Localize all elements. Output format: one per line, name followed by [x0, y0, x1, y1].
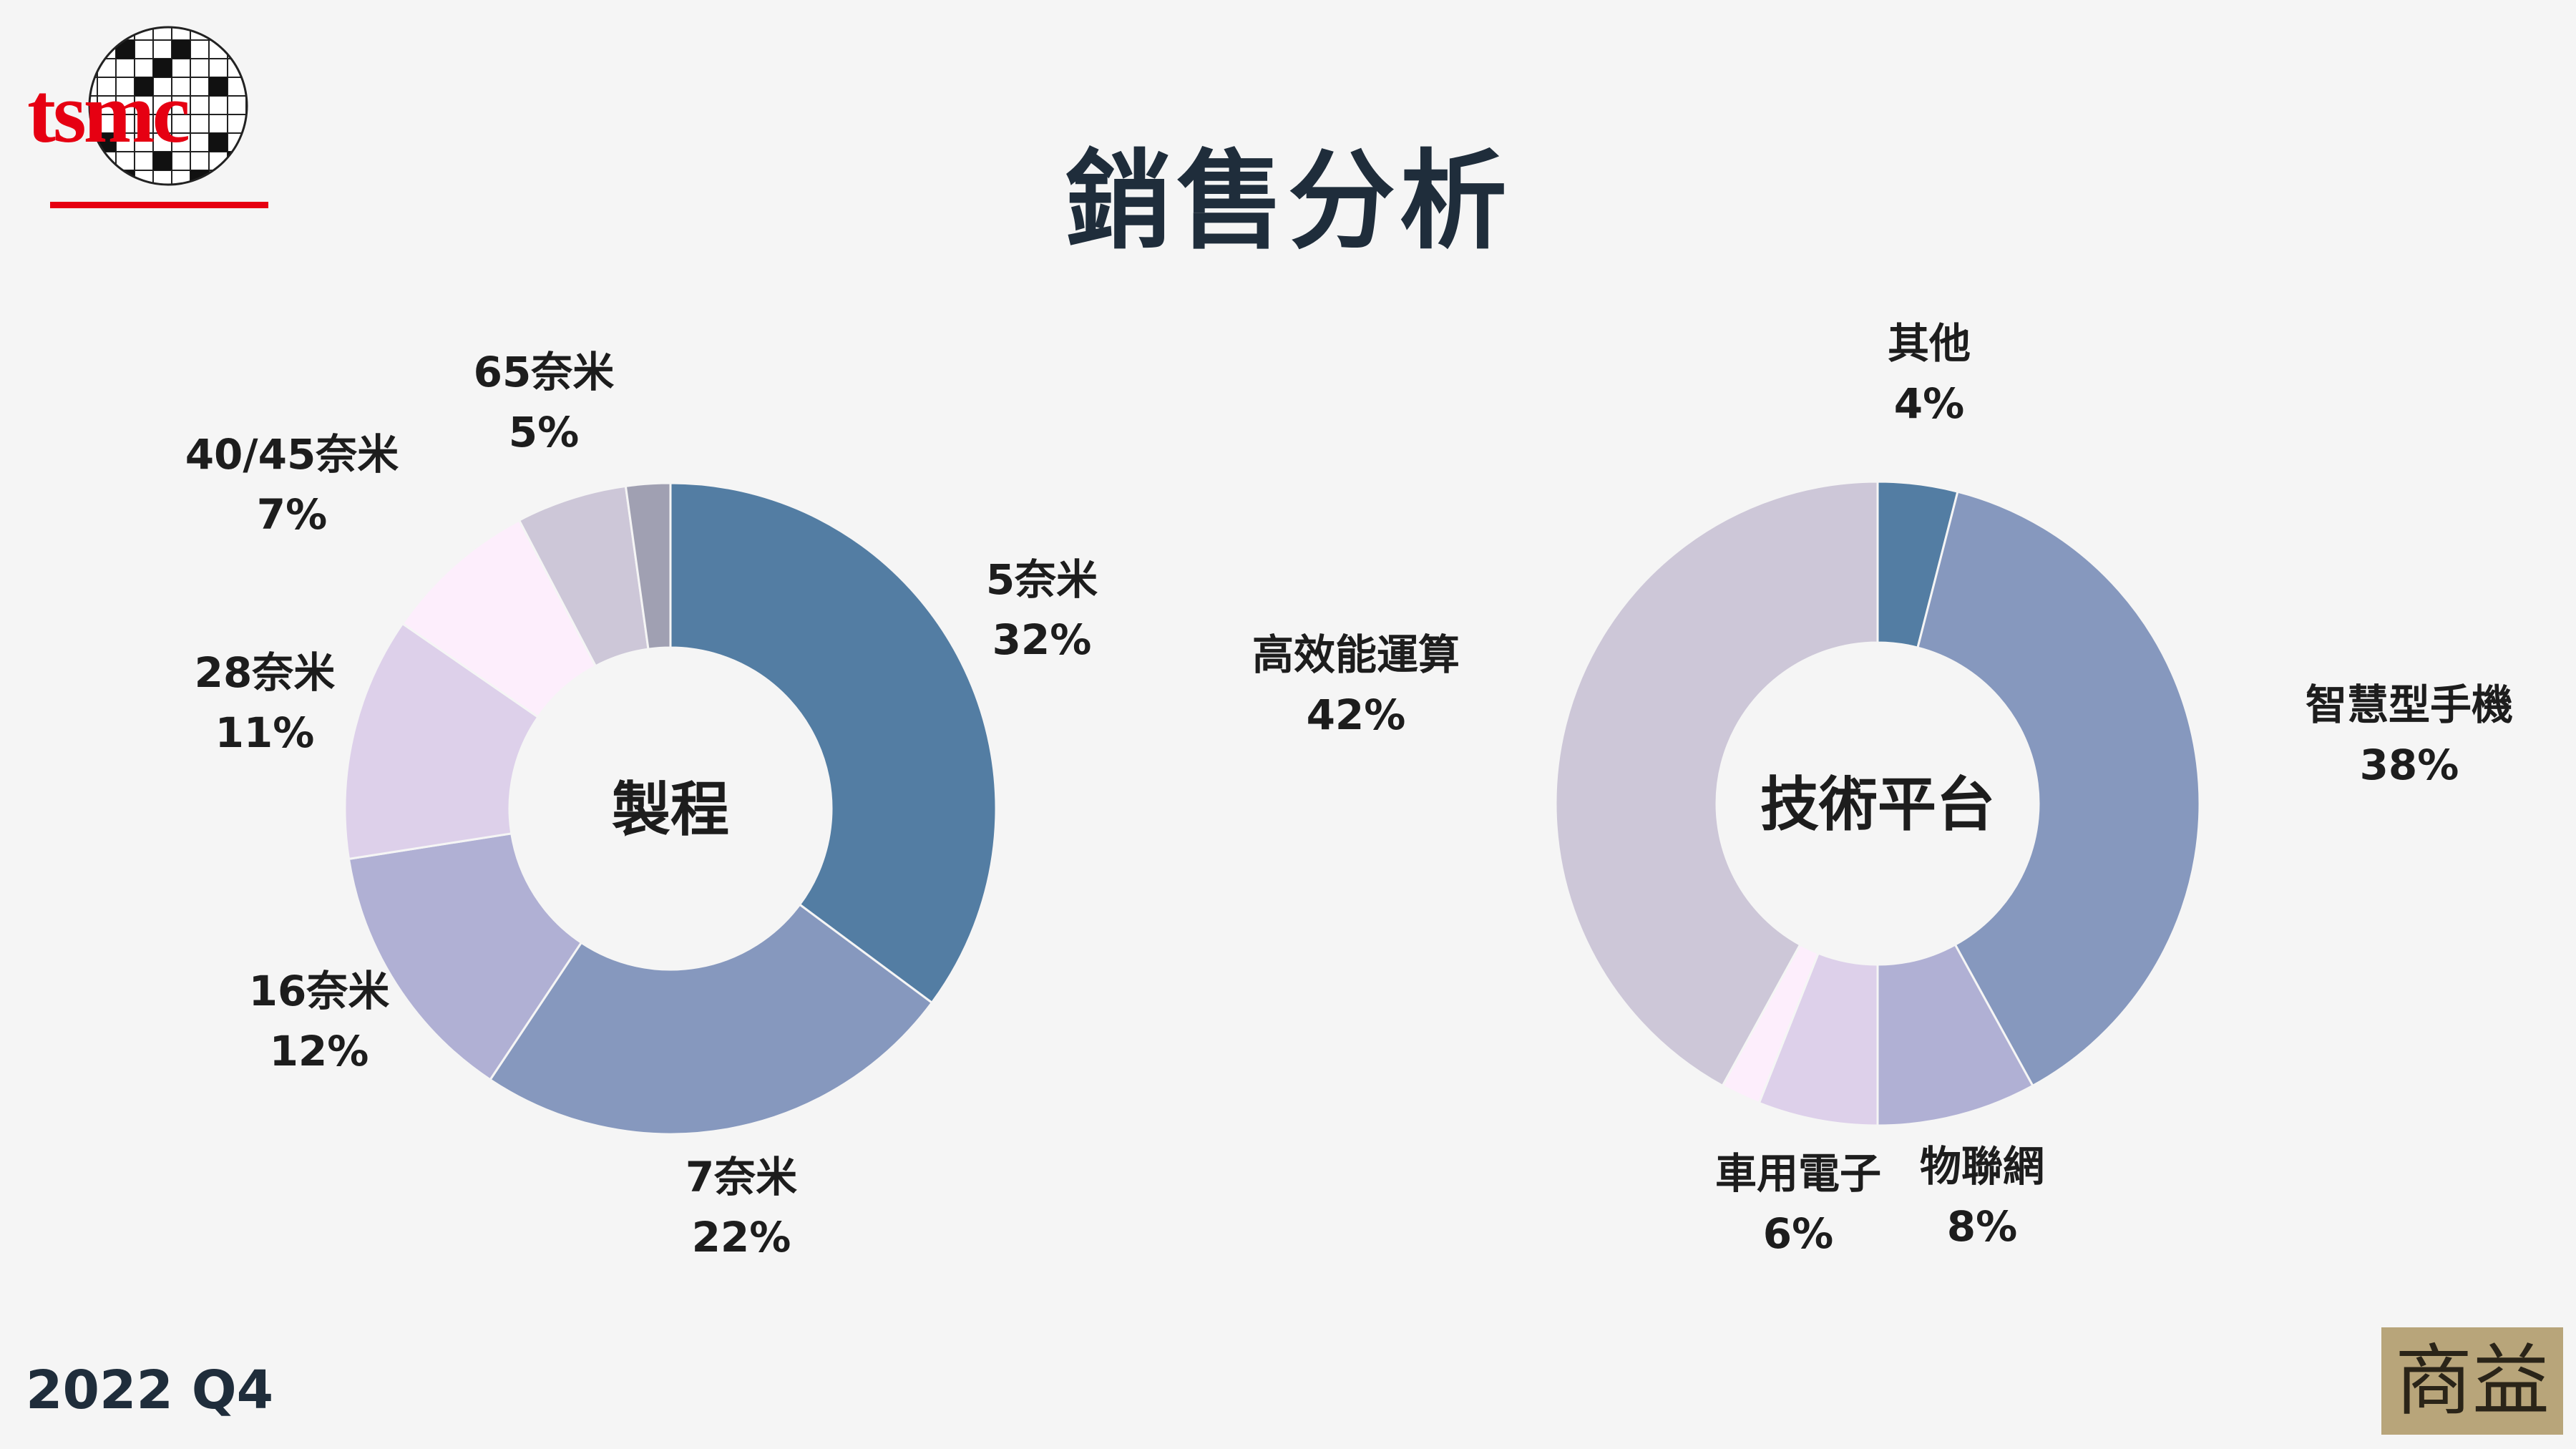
chart2-label-pct-5: 42%: [1307, 691, 1406, 739]
chart1-label-name-5: 65奈米: [474, 348, 615, 396]
brand-seal: 商益: [2381, 1327, 2563, 1435]
chart2-label-pct-0: 4%: [1894, 379, 1964, 428]
chart1-label-pct-1: 22%: [692, 1213, 791, 1262]
chart2-label-name-2: 物聯網: [1920, 1142, 2044, 1191]
chart2-label-pct-2: 8%: [1947, 1202, 2017, 1251]
chart1-label-name-3: 28奈米: [195, 648, 336, 697]
chart1-label-name-1: 7奈米: [686, 1153, 797, 1201]
chart1-label-pct-3: 11%: [215, 708, 315, 757]
chart1-label-pct-2: 12%: [270, 1027, 369, 1075]
chart2-label-name-1: 智慧型手機: [2306, 680, 2513, 729]
chart2-label-name-0: 其他: [1888, 319, 1971, 368]
chart2-label-name-5: 高效能運算: [1252, 630, 1460, 679]
chart1-hole: [509, 648, 831, 970]
chart1-center-label: 製程: [612, 776, 729, 844]
tsmc-logo: tsmc: [21, 21, 272, 222]
chart1-label-pct-0: 32%: [992, 615, 1092, 664]
seal-text: 商益: [2395, 1337, 2550, 1426]
period-label: 2022 Q4: [26, 1360, 274, 1421]
chart1-label-name-4: 40/45奈米: [185, 430, 399, 479]
chart2-label-name-3: 車用電子: [1715, 1149, 1881, 1198]
logo-wordmark: tsmc: [27, 65, 189, 160]
chart2-label-pct-3: 6%: [1763, 1209, 1833, 1258]
chart2-label-pct-1: 38%: [2360, 741, 2459, 789]
page-title: 銷售分析: [1064, 140, 1511, 264]
chart1-label-name-0: 5奈米: [986, 555, 1098, 604]
chart2-hole: [1717, 643, 2039, 965]
chart1-label-name-2: 16奈米: [249, 967, 390, 1015]
chart1-label-pct-4: 7%: [257, 490, 327, 539]
chart2-center-label: 技術平台: [1760, 771, 1995, 839]
chart1-label-pct-5: 5%: [509, 408, 579, 457]
